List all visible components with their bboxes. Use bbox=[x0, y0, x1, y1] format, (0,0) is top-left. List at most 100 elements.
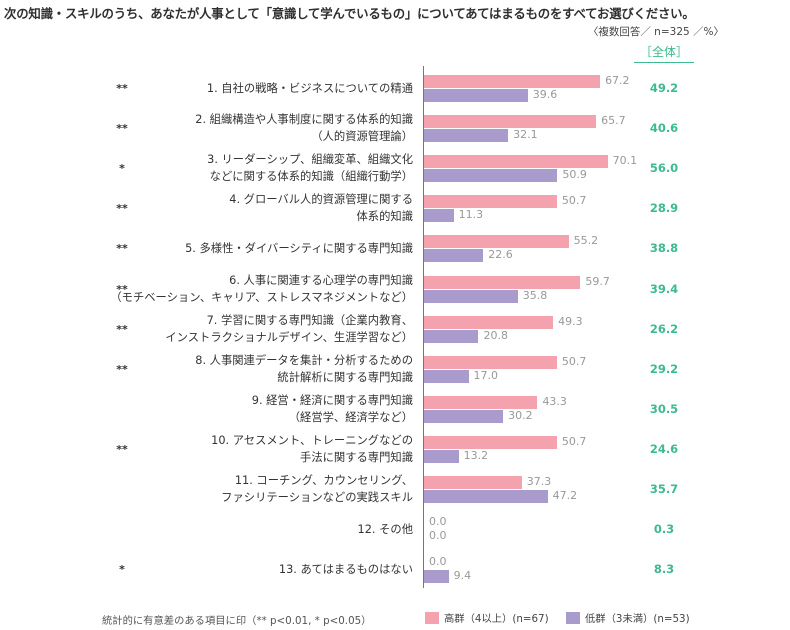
value-label-low-1: 39.6 bbox=[532, 88, 558, 101]
value-label-high-11: 37.3 bbox=[526, 475, 552, 488]
category-label-2: 2. 組織構造や人事制度に関する体系的知識 （人的資源管理論） bbox=[195, 111, 413, 145]
total-value-9: 30.5 bbox=[649, 401, 679, 416]
value-label-low-2: 32.1 bbox=[513, 128, 538, 142]
category-label-4: 4. グローバル人的資源管理に関する体系的知識 bbox=[229, 191, 413, 225]
category-label-3-line-1: 3. リーダーシップ、組織変革、組織文化 bbox=[207, 153, 413, 167]
category-label-8: 8. 人事関連データを集計・分析するための統計解析に関する専門知識 bbox=[195, 352, 413, 386]
category-label-5-line-1: 5. 多様性・ダイバーシティに関する専門知識 bbox=[185, 241, 413, 255]
category-label-4-line-1: 4. グローバル人的資源管理に関する bbox=[229, 193, 413, 207]
value-label-low-8: 17.0 bbox=[473, 368, 499, 382]
total-header-underline bbox=[634, 62, 694, 63]
category-label-11-line-2: ファシリテーションなどの実践スキル bbox=[221, 491, 413, 504]
category-label-12-line-1: 12. その他 bbox=[357, 522, 413, 536]
significance-mark-10: ** bbox=[116, 442, 128, 456]
category-label-11-line-1: 11. コーチング、カウンセリング、 bbox=[234, 474, 413, 487]
bar-low-2 bbox=[424, 129, 509, 143]
category-label-2-line-1: 2. 組織構造や人事制度に関する体系的知識 bbox=[195, 113, 413, 127]
value-label-high-8: 50.7 bbox=[561, 354, 587, 368]
bar-low-6 bbox=[424, 289, 518, 303]
total-value-3: 56.0 bbox=[649, 161, 679, 176]
value-label-high-2: 65.7 bbox=[601, 114, 626, 128]
category-label-13: 13. あてはまるものはない bbox=[279, 561, 413, 578]
category-label-6-line-2: （モチベーション、キャリア、ストレスマネジメントなど） bbox=[110, 290, 413, 304]
category-label-12: 12. その他 bbox=[358, 521, 413, 538]
category-label-7-line-2: インストラクショナルデザイン、生涯学習など） bbox=[165, 330, 413, 344]
category-label-6-line-1: 6. 人事に関連する心理学の専門知識 bbox=[229, 273, 413, 287]
total-value-8: 29.2 bbox=[649, 361, 679, 376]
value-label-low-13: 9.4 bbox=[453, 569, 472, 583]
legend-item-low: 低群（3未満）(n=53) bbox=[566, 610, 690, 625]
value-label-low-4: 11.3 bbox=[458, 208, 484, 222]
category-label-8-line-2: 統計解析に関する専門知識 bbox=[277, 370, 413, 384]
value-label-high-13: 0.0 bbox=[429, 555, 447, 569]
value-label-high-3: 70.1 bbox=[612, 154, 638, 168]
category-label-10: 10. アセスメント、トレーニングなどの 手法に関する専門知識 bbox=[211, 432, 413, 466]
category-label-7: 7. 学習に関する専門知識（企業内教育、インストラクショナルデザイン、生涯学習な… bbox=[165, 312, 413, 346]
value-label-low-3: 50.9 bbox=[562, 168, 587, 182]
total-value-12: 0.3 bbox=[653, 522, 675, 537]
value-label-low-6: 35.8 bbox=[522, 288, 548, 302]
value-label-low-12: 0.0 bbox=[429, 529, 447, 543]
bar-high-4 bbox=[424, 195, 557, 209]
value-label-high-10: 50.7 bbox=[561, 434, 587, 448]
bar-low-5 bbox=[424, 249, 484, 263]
total-value-7: 26.2 bbox=[649, 321, 679, 336]
bar-low-4 bbox=[424, 209, 454, 223]
value-label-low-5: 22.6 bbox=[488, 248, 513, 262]
total-value-2: 40.6 bbox=[649, 121, 679, 136]
value-label-low-11: 47.2 bbox=[552, 489, 578, 502]
total-column-header: ［全体］ bbox=[639, 45, 688, 59]
category-label-11: 11. コーチング、カウンセリング、ファシリテーションなどの実践スキル bbox=[221, 472, 413, 506]
significance-mark-7: ** bbox=[116, 322, 128, 336]
significance-mark-5: ** bbox=[116, 242, 128, 256]
bar-high-10 bbox=[424, 435, 557, 449]
value-label-low-10: 13.2 bbox=[463, 448, 489, 462]
legend-label-high: 高群（4以上）(n=67) bbox=[444, 613, 549, 625]
value-label-high-6: 59.7 bbox=[585, 274, 610, 288]
value-label-low-7: 20.8 bbox=[483, 328, 508, 342]
legend-label-low: 低群（3未満）(n=53) bbox=[585, 613, 690, 625]
significance-footnote: 統計的に有意差のある項目に印（** p<0.01, * p<0.05） bbox=[102, 615, 372, 627]
category-label-8-line-1: 8. 人事関連データを集計・分析するための bbox=[195, 353, 413, 367]
bar-high-6 bbox=[424, 275, 581, 289]
significance-mark-3: * bbox=[119, 162, 125, 176]
bar-high-3 bbox=[424, 155, 608, 169]
sample-note: 〈複数回答／ n=325 ／%〉 bbox=[587, 26, 724, 38]
category-label-1-line-1: 1. 自社の戦略・ビジネスについての精通 bbox=[206, 81, 413, 95]
bar-low-8 bbox=[424, 369, 469, 383]
value-label-low-9: 30.2 bbox=[508, 408, 533, 422]
category-label-6: 6. 人事に関連する心理学の専門知識 （モチベーション、キャリア、ストレスマネジメ… bbox=[110, 272, 413, 306]
category-label-1: 1. 自社の戦略・ビジネスについての精通 bbox=[207, 80, 413, 97]
total-value-10: 24.6 bbox=[649, 441, 679, 456]
category-label-9-line-2: （経営学、経済学など） bbox=[288, 410, 413, 424]
bar-high-2 bbox=[424, 115, 597, 129]
significance-mark-4: ** bbox=[116, 202, 128, 216]
value-label-high-12: 0.0 bbox=[429, 515, 447, 529]
legend-item-high: 高群（4以上）(n=67) bbox=[425, 610, 549, 625]
value-label-high-1: 67.2 bbox=[605, 74, 630, 87]
bar-high-7 bbox=[424, 315, 554, 329]
bar-low-11 bbox=[424, 490, 548, 503]
total-value-13: 8.3 bbox=[653, 562, 675, 577]
chart-title: 次の知識・スキルのうち、あなたが人事として「意識して学んでいるもの」についてあて… bbox=[4, 6, 695, 21]
total-value-1: 49.2 bbox=[649, 81, 679, 95]
bar-low-13 bbox=[424, 570, 449, 584]
bar-low-3 bbox=[424, 169, 558, 183]
total-value-11: 35.7 bbox=[649, 482, 679, 496]
category-label-9: 9. 経営・経済に関する専門知識 （経営学、経済学など） bbox=[252, 392, 413, 426]
significance-mark-8: ** bbox=[116, 362, 128, 376]
total-value-4: 28.9 bbox=[649, 201, 679, 216]
value-label-high-9: 43.3 bbox=[542, 394, 567, 408]
category-label-9-line-1: 9. 経営・経済に関する専門知識 bbox=[251, 393, 413, 407]
category-label-4-line-2: 体系的知識 bbox=[356, 210, 414, 224]
significance-mark-13: * bbox=[119, 563, 125, 577]
bar-low-10 bbox=[424, 449, 459, 463]
bar-high-9 bbox=[424, 395, 538, 409]
category-label-3: 3. リーダーシップ、組織変革、組織文化 などに関する体系的知識（組織行動学） bbox=[207, 151, 413, 185]
legend-swatch-low bbox=[566, 612, 580, 624]
category-label-5: 5. 多様性・ダイバーシティに関する専門知識 bbox=[185, 240, 413, 257]
category-label-7-line-1: 7. 学習に関する専門知識（企業内教育、 bbox=[206, 313, 413, 327]
significance-mark-1: ** bbox=[116, 82, 128, 95]
value-axis-line bbox=[423, 66, 424, 588]
category-label-10-line-1: 10. アセスメント、トレーニングなどの bbox=[211, 433, 413, 447]
